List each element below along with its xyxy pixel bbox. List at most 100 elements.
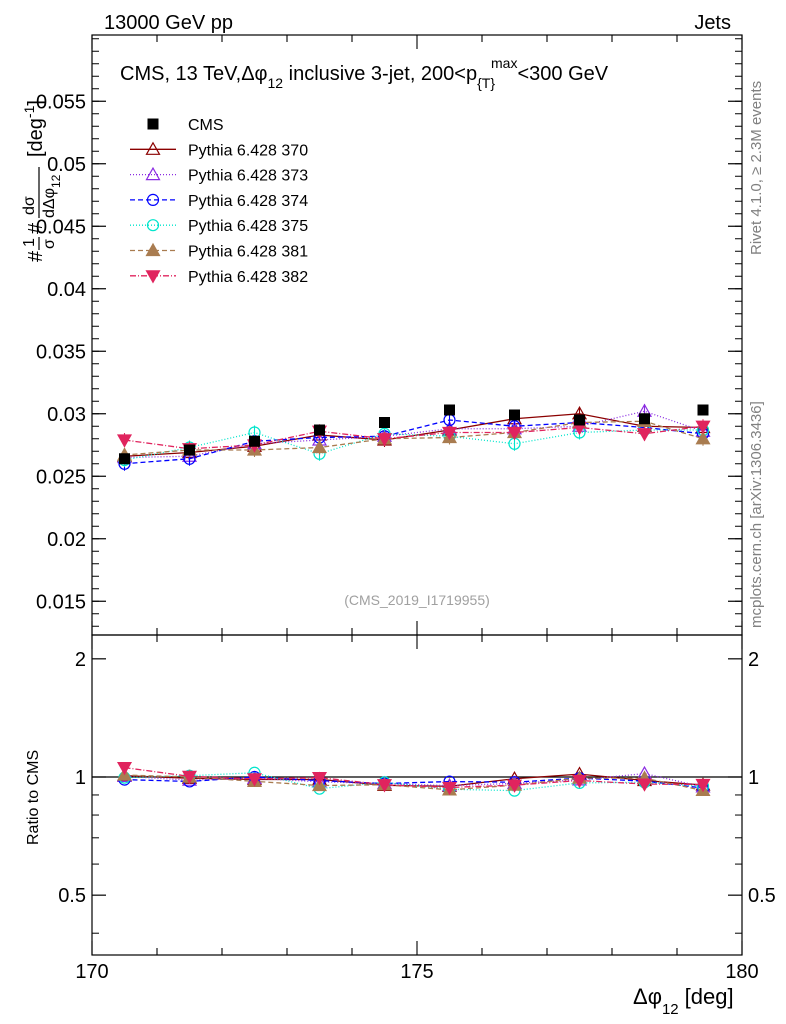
legend-item-p375: Pythia 6.428 375 (130, 218, 308, 235)
x-axis-label: Δφ12 [deg] (633, 984, 734, 1018)
data-point (636, 428, 653, 442)
main-y-ticks: 0.015 0.02 0.025 0.03 0.035 0.04 0.045 0.05 0.05… (36, 38, 742, 627)
cms-data-point (249, 435, 260, 447)
ratio-tick-label: 0.5 (58, 885, 86, 907)
ylabel-one: 1 (21, 238, 38, 247)
data-point (311, 439, 328, 454)
ratio-point (571, 774, 588, 789)
legend-label: Pythia 6.428 375 (188, 218, 308, 235)
ratio-series-p375 (118, 766, 710, 797)
svg-text:#: # (25, 250, 47, 262)
y-tick-label: 0.045 (36, 216, 86, 238)
legend-item-cms: CMS (147, 117, 224, 134)
ratio-point (376, 779, 393, 793)
ratio-point (636, 778, 653, 792)
title-sub12: 12 (268, 75, 284, 91)
ratio-point (506, 779, 523, 793)
data-point (695, 420, 711, 434)
cms-data-point (444, 404, 455, 416)
ratio-tick-label-right: 2 (748, 649, 759, 671)
x-tick-label: 170 (75, 961, 108, 983)
cms-data-point (184, 444, 195, 456)
ratio-tick-label: 1 (75, 767, 86, 789)
legend-label: Pythia 6.428 370 (188, 142, 308, 159)
ratio-series-p382 (116, 761, 711, 796)
header-right: Jets (694, 12, 731, 34)
title-post: <300 GeV (517, 63, 608, 85)
data-point (376, 433, 393, 447)
cms-data-point (509, 409, 520, 421)
legend-marker (145, 141, 161, 155)
ratio-tick-label: 2 (75, 649, 86, 671)
cms-data-point (697, 404, 709, 416)
xlabel-unit: [deg] (685, 984, 734, 1009)
ratio-series-layer (116, 761, 711, 797)
ratio-point (695, 778, 711, 793)
ylabel-sigma: σ (41, 239, 58, 249)
y-tick-label: 0.055 (36, 91, 86, 113)
ratio-point (116, 761, 133, 776)
series-line-p382 (124, 425, 704, 450)
ylabel-hash2: # (25, 222, 47, 234)
data-point (441, 426, 458, 441)
ratio-tick-label-right: 1 (748, 767, 759, 789)
series-p373 (116, 403, 711, 465)
cms-data-point (639, 413, 650, 425)
y-tick-label: 0.02 (47, 529, 86, 551)
title-supmax: max (491, 55, 517, 71)
svg-text:1: 1 (21, 238, 38, 247)
legend-marker (146, 193, 160, 206)
cms-data-point (314, 424, 325, 436)
ylabel-unit-close: ] (25, 100, 47, 106)
ylabel-ddphi: dΔφ (41, 188, 58, 218)
title-subT: {T} (477, 75, 495, 91)
ratio-line-p382 (124, 766, 704, 789)
mcplots-label: mcplots.cern.ch [arXiv:1306.3436] (748, 401, 765, 628)
legend-marker (146, 219, 160, 232)
data-point (506, 426, 523, 441)
y-tick-label: 0.035 (36, 341, 86, 363)
svg-text:[deg-1]: [deg-1] (21, 100, 47, 157)
y-tick-label: 0.04 (47, 279, 86, 301)
header-left: 13000 GeV pp (104, 12, 233, 34)
ratio-line-p375 (124, 772, 704, 792)
y-tick-label: 0.015 (36, 591, 86, 613)
x-tick-label: 180 (725, 961, 758, 983)
main-series-layer (116, 403, 711, 471)
ylabel-sub12: 12 (49, 174, 63, 188)
legend-item-p370: Pythia 6.428 370 (130, 141, 308, 159)
ylabel-dsigma: dσ (21, 196, 38, 215)
legend-item-p382: Pythia 6.428 382 (130, 269, 308, 286)
legend-marker (145, 242, 161, 257)
rivet-label: Rivet 4.1.0, ≥ 2.3M events (748, 81, 765, 255)
svg-text:dσ: dσ (21, 196, 38, 215)
data-point (695, 431, 711, 445)
x-ticks: 170 175 180 (75, 35, 759, 983)
legend-item-p374: Pythia 6.428 374 (130, 193, 308, 210)
xlabel-dphi: Δφ (633, 984, 662, 1009)
ylabel-hash: # (25, 250, 47, 262)
ratio-line-p381 (124, 774, 704, 792)
ylabel-unit-sup: -1 (21, 105, 37, 118)
series-line-p373 (124, 410, 704, 459)
y-tick-label: 0.025 (36, 466, 86, 488)
legend-label: Pythia 6.428 381 (188, 244, 308, 261)
series-cms (119, 404, 709, 465)
legend-label: Pythia 6.428 373 (188, 168, 308, 185)
ratio-tick-label-right: 0.5 (748, 885, 776, 907)
data-point (116, 434, 133, 448)
legend-label: Pythia 6.428 374 (188, 193, 308, 210)
chart-title: CMS, 13 TeV,Δφ12 inclusive 3-jet, 200<p{… (120, 55, 609, 91)
ratio-y-ticks: 0.5 0.5 1 1 2 2 (58, 649, 776, 934)
title-mid: inclusive 3-jet, 200<p (283, 63, 477, 85)
title-dphi: Δφ (241, 63, 267, 85)
legend-marker (145, 270, 161, 284)
svg-text:σ: σ (41, 239, 58, 249)
ratio-point (441, 781, 458, 796)
cms-data-point (119, 453, 130, 465)
svg-text:dΔφ12: dΔφ12 (41, 174, 63, 218)
series-line-p374 (124, 419, 704, 465)
legend-marker (145, 166, 161, 181)
cms-data-point (379, 417, 390, 428)
